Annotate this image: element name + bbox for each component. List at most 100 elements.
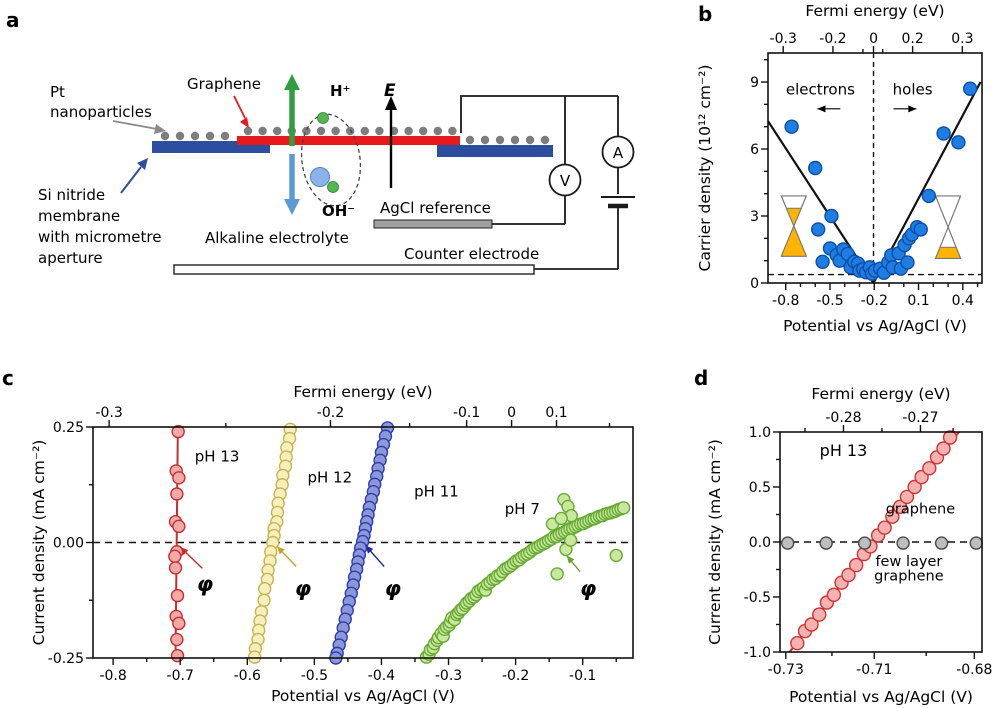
panel-d-label: d [694, 366, 709, 390]
counter-electrode-label: Counter electrode [404, 245, 539, 263]
membrane-pointer-arrow [120, 158, 148, 194]
alkaline-electrolyte-label: Alkaline electrolyte [205, 229, 349, 247]
hydroxide-flux-down-arrow [284, 154, 300, 215]
pt-nanoparticle-dots [160, 126, 550, 145]
hydroxide-oxygen-sphere [310, 167, 330, 187]
x-axis-title: Potential vs Ag/AgCl (V) [271, 687, 455, 705]
oh-minus-label: OH⁻ [322, 202, 355, 220]
x-tick-label: -0.8 [99, 668, 126, 684]
annotation-text: φ [385, 577, 401, 601]
x-tick-label: -0.5 [816, 293, 843, 309]
y-tick-label: -0.5 [744, 590, 771, 606]
top-tick-label: -0.3 [770, 31, 797, 47]
x-tick-label: -0.8 [772, 293, 799, 309]
ph-current-density-chart: -0.8 -0.7 -0.6 -0.5 -0.4 -0.3 -0.2 -0.1 -0.3 -0.2… [30, 383, 634, 705]
ammeter-letter: A [613, 144, 624, 162]
top-tick-label: -0.27 [902, 410, 938, 426]
y-tick-label: 1.0 [749, 425, 771, 441]
top-axis-title: Fermi energy (eV) [293, 383, 432, 401]
y-tick-label: -1.0 [744, 645, 771, 661]
si-label-line2: membrane [38, 207, 120, 225]
proton-flux-up-arrow [284, 74, 300, 146]
x-tick-label: -0.71 [856, 662, 892, 678]
top-tick-label: 0.1 [545, 405, 567, 421]
carrier-density-chart: -0.8 -0.5 -0.2 0.1 0.4 -0.3 -0.2 0 0.2 0.3 0 3 6 9 Pot… [696, 2, 983, 335]
graphene-pointer-arrow [233, 95, 249, 128]
agcl-reference-label: AgCl reference [380, 199, 491, 217]
top-axis-title: Fermi energy (eV) [811, 385, 950, 403]
x-tick-label: -0.4 [368, 668, 395, 684]
annotation-text: φ [197, 572, 213, 596]
y-tick-label: 0 [750, 276, 759, 292]
y-tick-label: -0.25 [48, 651, 84, 667]
x-tick-label: 0.1 [907, 293, 929, 309]
x-tick-label: -0.5 [301, 668, 328, 684]
top-tick-label: -0.28 [825, 410, 861, 426]
annotation-text: φ [295, 577, 311, 601]
proton-sphere [317, 112, 329, 124]
x-tick-label: -0.7 [167, 668, 194, 684]
annotation-text: pH 12 [307, 468, 352, 486]
y-tick-label: 0.25 [53, 420, 84, 436]
x-tick-label: -0.3 [435, 668, 462, 684]
graphene-label: Graphene [187, 75, 261, 93]
panel-c-label: c [2, 366, 14, 390]
top-tick-label: 0.2 [902, 31, 924, 47]
water-dissociation-ellipse [300, 112, 362, 207]
annotation-text: graphene [874, 569, 944, 585]
counter-electrode-bar [173, 264, 535, 275]
y-axis-title: Current density (mA cm⁻²) [30, 440, 48, 646]
electric-field-arrow [385, 96, 397, 188]
annotation-text: φ [580, 577, 596, 601]
y-axis-title: Current density (mA cm⁻²) [706, 439, 724, 645]
circuit-wires [460, 95, 619, 270]
annotation-text: electrons [786, 80, 855, 98]
x-tick-label: -0.2 [502, 668, 529, 684]
top-tick-label: -0.1 [453, 405, 480, 421]
series-few-layer-graphene [780, 536, 983, 550]
x-axis-title: Potential vs Ag/AgCl (V) [783, 317, 967, 335]
series-ph-11 [329, 421, 395, 665]
x-tick-label: -0.6 [234, 668, 261, 684]
x-tick-label: -0.68 [956, 662, 992, 678]
annotation-text: holes [893, 80, 933, 98]
annotation-text: pH 11 [414, 482, 459, 500]
voltmeter-icon [548, 163, 582, 197]
experiment-schematic: Pt nanoparticles Graphene H⁺ OH⁻ E Si ni… [38, 74, 635, 275]
h-plus-label: H⁺ [330, 82, 350, 100]
si-label-line1: Si nitride [38, 186, 105, 204]
series-carrier-density [784, 81, 978, 281]
y-tick-label: 6 [750, 142, 759, 158]
top-tick-label: 0.3 [951, 31, 973, 47]
dirac-cone-icon [934, 195, 962, 260]
top-axis-title: Fermi energy (eV) [805, 2, 944, 20]
panel-a-label: a [6, 8, 20, 32]
y-tick-label: 0.5 [749, 480, 771, 496]
top-tick-label: 0 [507, 405, 516, 421]
x-tick-label: -0.1 [569, 668, 596, 684]
x-axis-title: Potential vs Ag/AgCl (V) [789, 688, 973, 706]
annotation-text: few layer [875, 554, 942, 570]
top-tick-label: 0 [869, 31, 878, 47]
top-tick-label: -0.2 [819, 31, 846, 47]
series-graphene [790, 430, 958, 651]
panel-b-label: b [698, 2, 713, 26]
battery-symbol [601, 196, 635, 209]
top-tick-label: -0.3 [95, 405, 122, 421]
x-tick-label: -0.73 [768, 662, 804, 678]
annotation-text: pH 13 [820, 441, 868, 460]
series-ph-12 [247, 422, 297, 664]
e-field-label: E [384, 81, 396, 101]
y-tick-label: 0.00 [53, 536, 84, 552]
top-tick-label: -0.2 [317, 405, 344, 421]
series-ph-7 [419, 492, 631, 664]
annotation-text: graphene [886, 501, 956, 517]
si-label-line4: aperture [38, 249, 103, 267]
si-label-line3: with micrometre [38, 228, 161, 246]
pt-label-line1: Pt [50, 83, 65, 101]
x-tick-label: -0.2 [861, 293, 888, 309]
agcl-reference-bar [373, 219, 493, 229]
dirac-cone-icon [780, 195, 808, 257]
series-ph-13 [168, 424, 186, 663]
